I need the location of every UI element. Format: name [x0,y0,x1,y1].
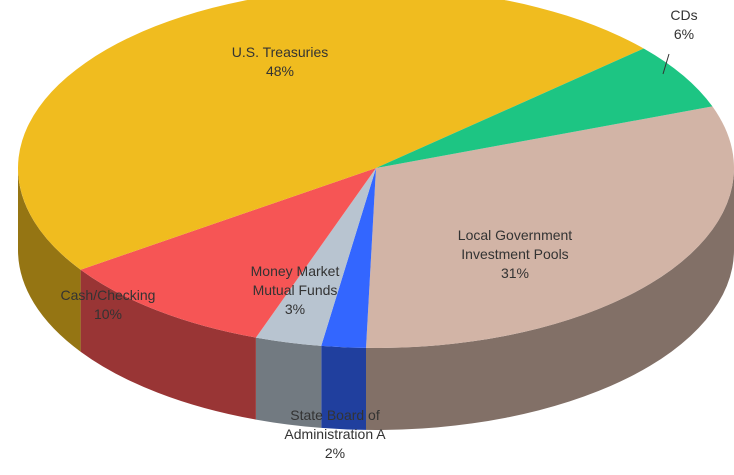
value-label: 31% [500,265,530,281]
slice-side [366,168,734,430]
data-label: Local Government Investment Pools 31% [430,226,600,283]
value-label: 6% [673,26,695,42]
pie-slice [18,0,644,270]
value-label: 3% [284,301,306,317]
slice-side [18,168,81,352]
slice-side [321,345,367,430]
pie-slice [376,48,713,168]
category-label: State Board of Administration A [284,407,386,442]
data-label: U.S. Treasuries 48% [205,43,355,81]
pie-slice [366,106,734,348]
data-label: State Board of Administration A 2% [265,406,405,463]
pie-slice [321,168,376,348]
value-label: 48% [265,63,295,79]
slice-side [255,337,322,428]
data-label: Cash/Checking 10% [53,286,163,324]
data-label: CDs 6% [654,6,714,44]
pie-slice [255,168,376,346]
leader-line [662,53,670,75]
pie-slice [80,168,376,338]
category-label: Local Government Investment Pools [457,227,573,262]
data-label: Money Market Mutual Funds 3% [230,262,360,319]
value-label: 10% [93,306,123,322]
slice-side [80,269,256,420]
category-label: Cash/Checking [60,287,156,303]
value-label: 2% [324,445,346,461]
category-label: CDs [670,7,698,23]
category-label: U.S. Treasuries [231,44,329,60]
category-label: Money Market Mutual Funds [250,263,340,298]
